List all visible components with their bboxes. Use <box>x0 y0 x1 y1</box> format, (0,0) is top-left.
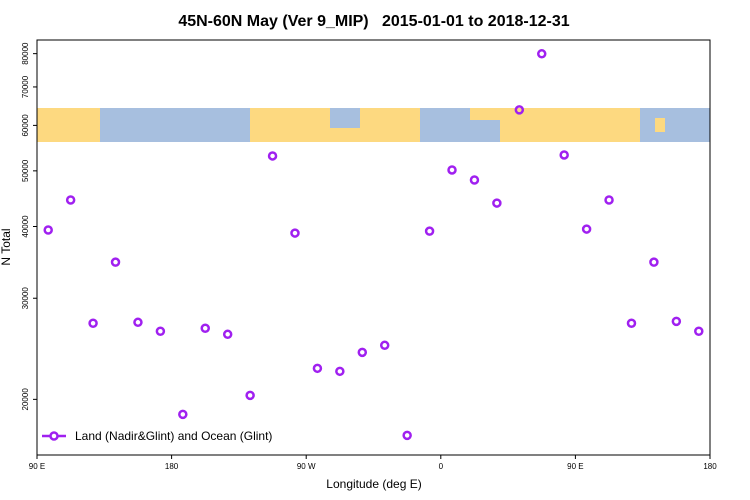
point <box>447 165 457 175</box>
point <box>335 366 345 377</box>
point <box>604 195 614 205</box>
x-axis-label: Longitude (deg E) <box>326 477 421 491</box>
legend-label: Land (Nadir&Glint) and Ocean (Glint) <box>75 429 272 443</box>
point <box>65 195 76 205</box>
y-tick-label: 80000 <box>21 42 30 65</box>
point <box>312 363 323 374</box>
x-tick-label: 180 <box>165 462 179 471</box>
point <box>267 151 278 161</box>
point <box>155 326 166 337</box>
point <box>88 318 98 328</box>
plot-frame <box>36 39 711 456</box>
point <box>290 228 300 238</box>
point <box>469 175 480 185</box>
y-tick-label: 40000 <box>21 215 30 238</box>
map-band <box>37 108 710 142</box>
y-axis-label: N Total <box>0 228 13 265</box>
chart-title: 45N-60N May (Ver 9_MIP) 2015-01-01 to 20… <box>178 13 569 30</box>
point <box>649 257 659 267</box>
point <box>537 49 547 59</box>
point <box>626 318 637 328</box>
point <box>178 409 188 420</box>
y-tick-label: 60000 <box>21 114 30 137</box>
y-tick-label: 70000 <box>21 75 30 98</box>
point <box>43 225 53 235</box>
x-tick-label: 90 E <box>567 462 583 471</box>
point <box>379 340 390 351</box>
y-tick-label: 50000 <box>21 159 30 182</box>
point <box>694 326 704 337</box>
y-tick-label: 30000 <box>21 287 30 310</box>
point <box>245 390 255 401</box>
point <box>424 226 435 236</box>
x-tick-label: 90 W <box>297 462 316 471</box>
x-tick-label: 0 <box>439 462 444 471</box>
point <box>357 347 368 358</box>
legend-marker <box>49 431 59 441</box>
y-tick-label: 20000 <box>21 388 30 411</box>
x-tick-label: 180 <box>703 462 717 471</box>
point <box>514 105 525 115</box>
point <box>200 323 210 333</box>
point <box>402 430 412 441</box>
point <box>581 224 592 234</box>
point <box>671 316 682 327</box>
point <box>559 150 569 160</box>
point <box>222 329 233 340</box>
point <box>110 257 121 267</box>
point <box>133 317 143 328</box>
x-tick-label: 90 E <box>29 462 45 471</box>
point <box>492 198 502 208</box>
